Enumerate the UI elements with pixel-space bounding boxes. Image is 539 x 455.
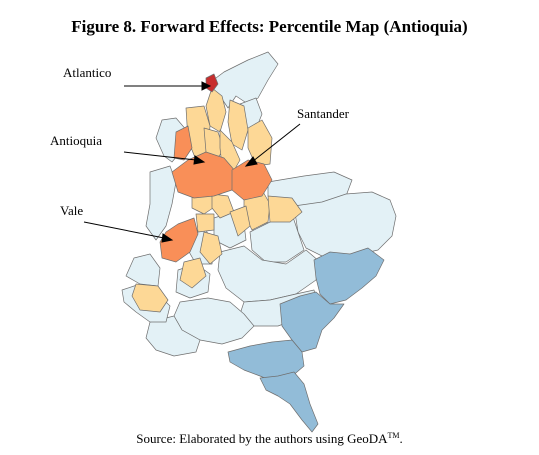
label-santander: Santander bbox=[297, 106, 349, 121]
region-tolima-mid bbox=[199, 231, 223, 265]
region-santander bbox=[231, 159, 273, 201]
region-choco-south bbox=[145, 165, 177, 241]
region-vichada bbox=[293, 191, 397, 259]
region-meta bbox=[217, 245, 321, 303]
region-casanare-west bbox=[267, 195, 303, 223]
figure-title: Figure 8. Forward Effects: Percentile Ma… bbox=[71, 17, 468, 36]
region-amazonas bbox=[259, 371, 319, 433]
region-putumayo bbox=[145, 315, 201, 357]
label-atlantico: Atlantico bbox=[63, 65, 112, 80]
arrow-vale bbox=[83, 221, 165, 239]
arrow-antioquia-head bbox=[193, 155, 206, 165]
arrow-santander-head bbox=[244, 156, 258, 167]
label-antioquia: Antioquia bbox=[50, 133, 102, 148]
region-vichada-east bbox=[313, 247, 385, 305]
caption-suffix: . bbox=[399, 431, 403, 446]
label-vale: Vale bbox=[60, 203, 84, 218]
region-cauca-coast bbox=[125, 253, 161, 287]
arrow-atlantico-head bbox=[201, 81, 212, 91]
arrow-vale-head bbox=[161, 233, 174, 243]
region-guainia bbox=[279, 291, 345, 353]
region-cesar bbox=[227, 99, 249, 151]
region-guajira bbox=[207, 51, 279, 109]
trademark-superscript: TM bbox=[387, 431, 400, 440]
arrow-santander bbox=[251, 123, 301, 163]
region-norte-santander bbox=[247, 119, 273, 167]
region-vale bbox=[159, 217, 199, 263]
arrow-antioquia bbox=[123, 151, 197, 161]
region-cauca bbox=[131, 283, 169, 313]
region-vaupes bbox=[227, 339, 305, 383]
region-risaralda bbox=[211, 193, 235, 219]
source-caption: Source: Elaborated by the authors using … bbox=[0, 431, 539, 447]
region-cundinamarca-mid bbox=[229, 205, 251, 237]
region-choco-high bbox=[173, 125, 193, 161]
region-huila-mid bbox=[179, 257, 207, 289]
source-caption-text: Source: Elaborated by the authors using … bbox=[136, 431, 388, 446]
region-quindio bbox=[195, 213, 215, 233]
